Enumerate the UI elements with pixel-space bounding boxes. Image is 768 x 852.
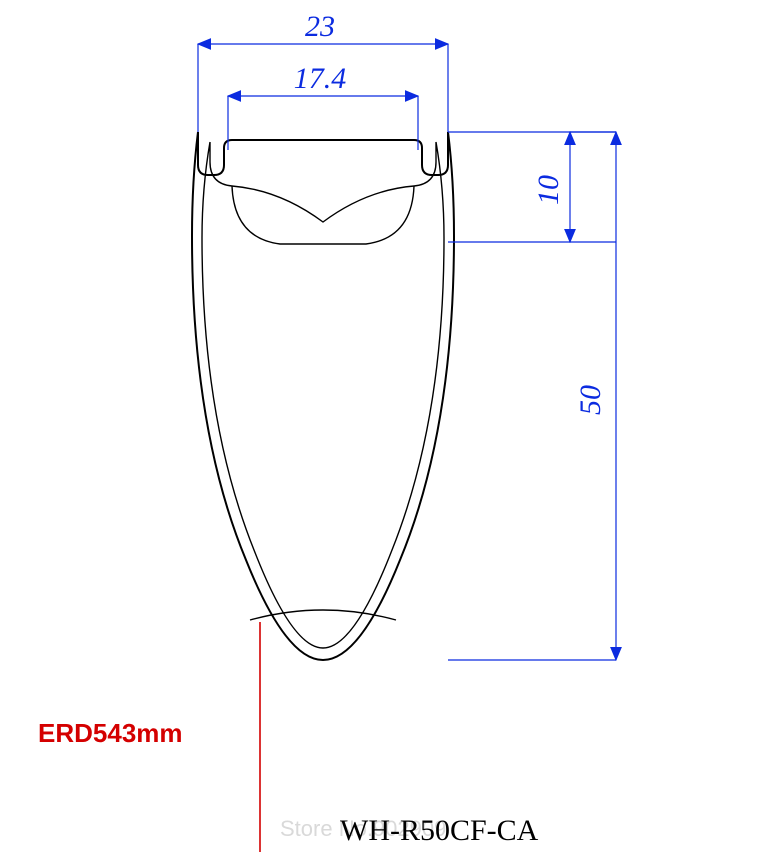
dim-outer-width-value: 23 — [305, 10, 335, 43]
dim-bead-height: 10 — [448, 132, 616, 242]
rim-inner-profile — [202, 142, 444, 648]
dim-inner-width: 17.4 — [228, 62, 418, 150]
rim-diagram: Store No.902909 23 17.4 10 50 ERD543mm W… — [0, 0, 768, 852]
dim-depth: 50 — [448, 132, 616, 660]
rim-tire-bed — [232, 186, 414, 244]
erd-label: ERD543mm — [38, 718, 183, 748]
rim-spoke-face — [250, 610, 396, 620]
dim-inner-width-value: 17.4 — [294, 62, 347, 95]
dim-bead-height-value: 10 — [532, 175, 565, 205]
dim-depth-value: 50 — [574, 385, 607, 415]
rim-outer-profile — [192, 132, 454, 660]
model-label: WH-R50CF-CA — [340, 814, 539, 847]
